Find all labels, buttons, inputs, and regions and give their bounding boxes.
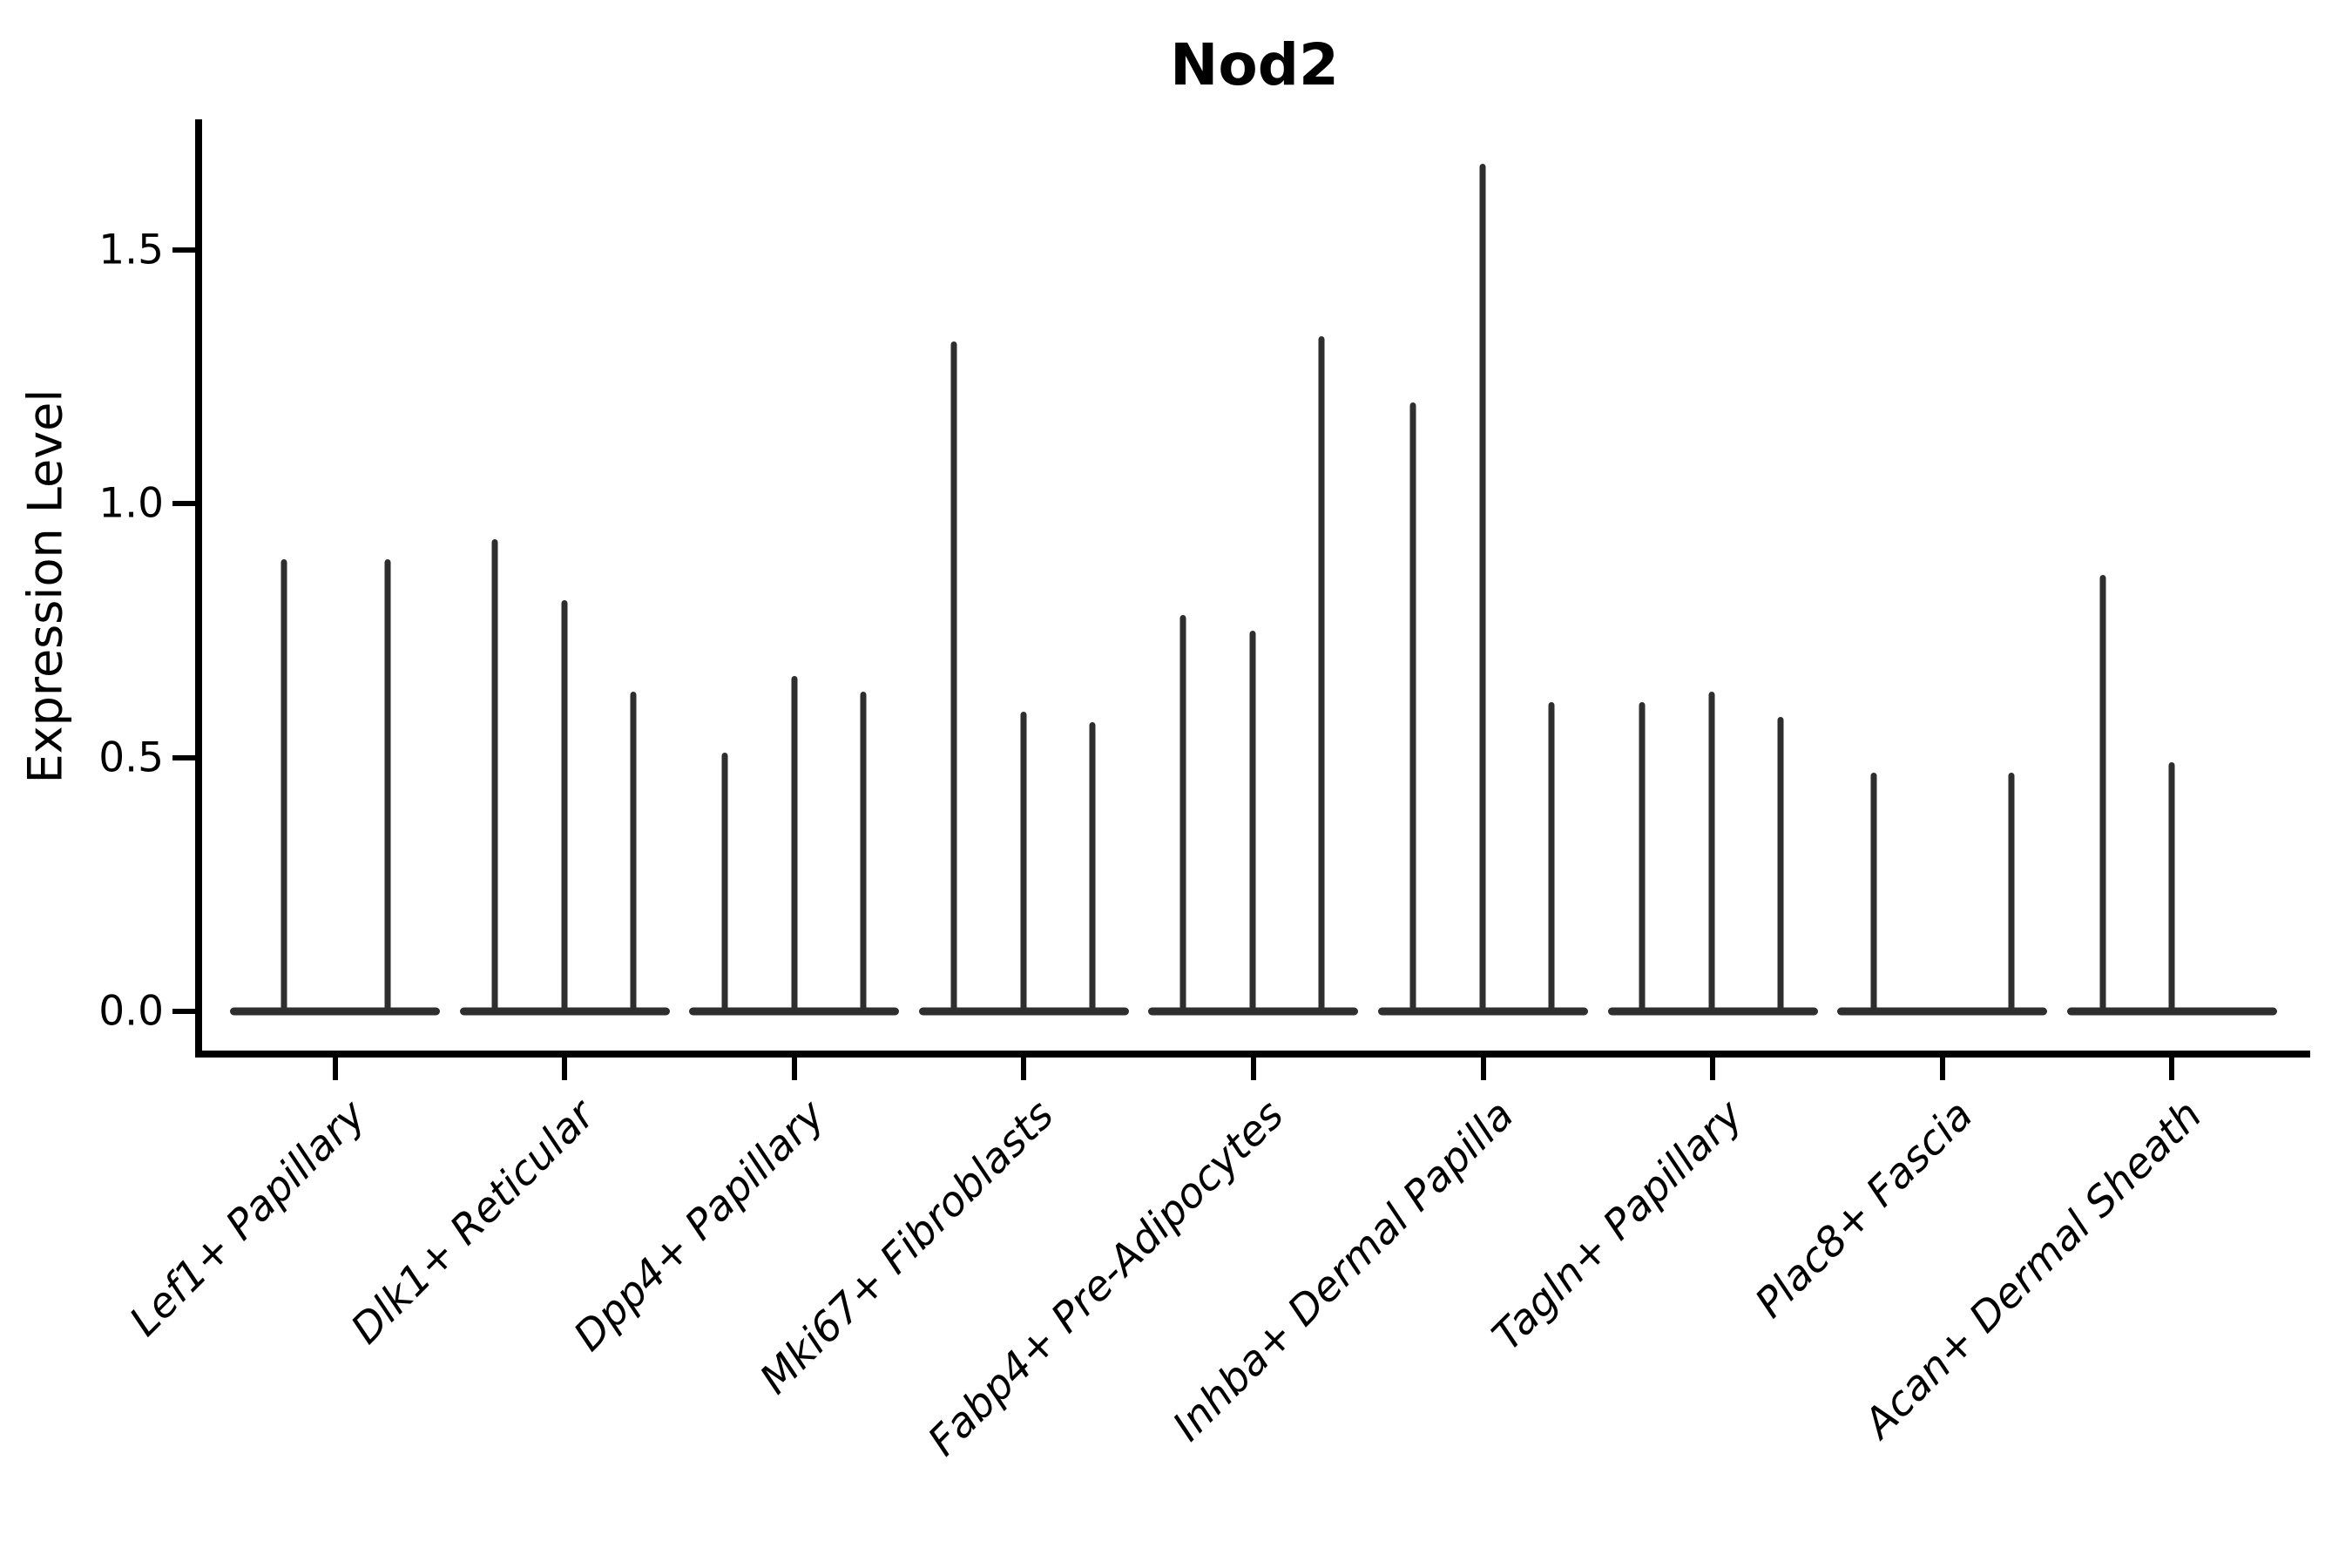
x-tick-mark xyxy=(332,1058,338,1080)
y-tick-mark xyxy=(172,754,199,760)
x-tick-mark xyxy=(1250,1058,1256,1080)
x-tick-mark xyxy=(791,1058,797,1080)
violin-spike xyxy=(630,691,637,1015)
x-tick-mark xyxy=(1021,1058,1027,1080)
violin-spike xyxy=(1089,721,1096,1015)
violin-spike xyxy=(860,691,867,1015)
violin-base xyxy=(1837,1007,2048,1016)
violin-spike xyxy=(2008,773,2015,1015)
x-tick-mark xyxy=(1710,1058,1716,1080)
violin-spike xyxy=(561,600,568,1015)
y-tick-label: 0.0 xyxy=(98,987,164,1036)
x-tick-mark xyxy=(2169,1058,2175,1080)
violin-spike xyxy=(721,752,728,1015)
violin-spike xyxy=(791,676,798,1015)
violin-spike xyxy=(1870,773,1877,1015)
x-tick-mark xyxy=(562,1058,568,1080)
violin-spike xyxy=(1409,402,1416,1015)
x-axis-category-label: Fabp4+ Pre-Adipocytes xyxy=(918,1091,1294,1466)
y-tick-label: 0.5 xyxy=(98,733,164,782)
violin-spike xyxy=(1179,615,1186,1015)
y-tick-label: 1.5 xyxy=(98,226,164,274)
x-axis-spine xyxy=(195,1051,2310,1058)
x-axis-category-label: Tagln+ Papillary xyxy=(1483,1091,1753,1361)
chart-title: Nod2 xyxy=(1170,31,1339,98)
violin-spike xyxy=(950,341,957,1015)
y-tick-mark xyxy=(172,247,199,253)
violin-spike xyxy=(1479,163,1485,1015)
x-axis-category-label: Plac8+ Fascia xyxy=(1746,1091,1983,1328)
y-tick-label: 1.0 xyxy=(98,479,164,528)
violin-spike xyxy=(1639,701,1646,1015)
violin-spike xyxy=(491,539,498,1015)
violin-spike xyxy=(1708,691,1715,1015)
violin-spike xyxy=(280,559,287,1015)
violin-spike xyxy=(1777,717,1784,1015)
x-axis-category-label: Dlk1+ Reticular xyxy=(341,1091,605,1354)
y-axis-spine xyxy=(195,119,202,1058)
violin-base xyxy=(230,1007,440,1016)
violin-spike xyxy=(2099,574,2106,1015)
violin-spike xyxy=(1249,630,1256,1015)
violin-spike xyxy=(384,559,390,1015)
violin-spike xyxy=(2168,762,2175,1015)
violin-spike xyxy=(1548,701,1554,1015)
x-axis-category-label: Dpp4+ Papillary xyxy=(564,1091,835,1361)
violin-spike xyxy=(1020,712,1027,1015)
x-axis-category-label: Mki67+ Fibroblasts xyxy=(751,1091,1064,1404)
y-tick-mark xyxy=(172,501,199,507)
x-axis-category-label: Acan+ Dermal Sheath xyxy=(1855,1091,2212,1448)
x-tick-mark xyxy=(1939,1058,1945,1080)
x-axis-category-label: Inhba+ Dermal Papilla xyxy=(1163,1091,1523,1451)
x-tick-mark xyxy=(1480,1058,1486,1080)
y-tick-mark xyxy=(172,1009,199,1014)
violin-spike xyxy=(1318,336,1325,1015)
